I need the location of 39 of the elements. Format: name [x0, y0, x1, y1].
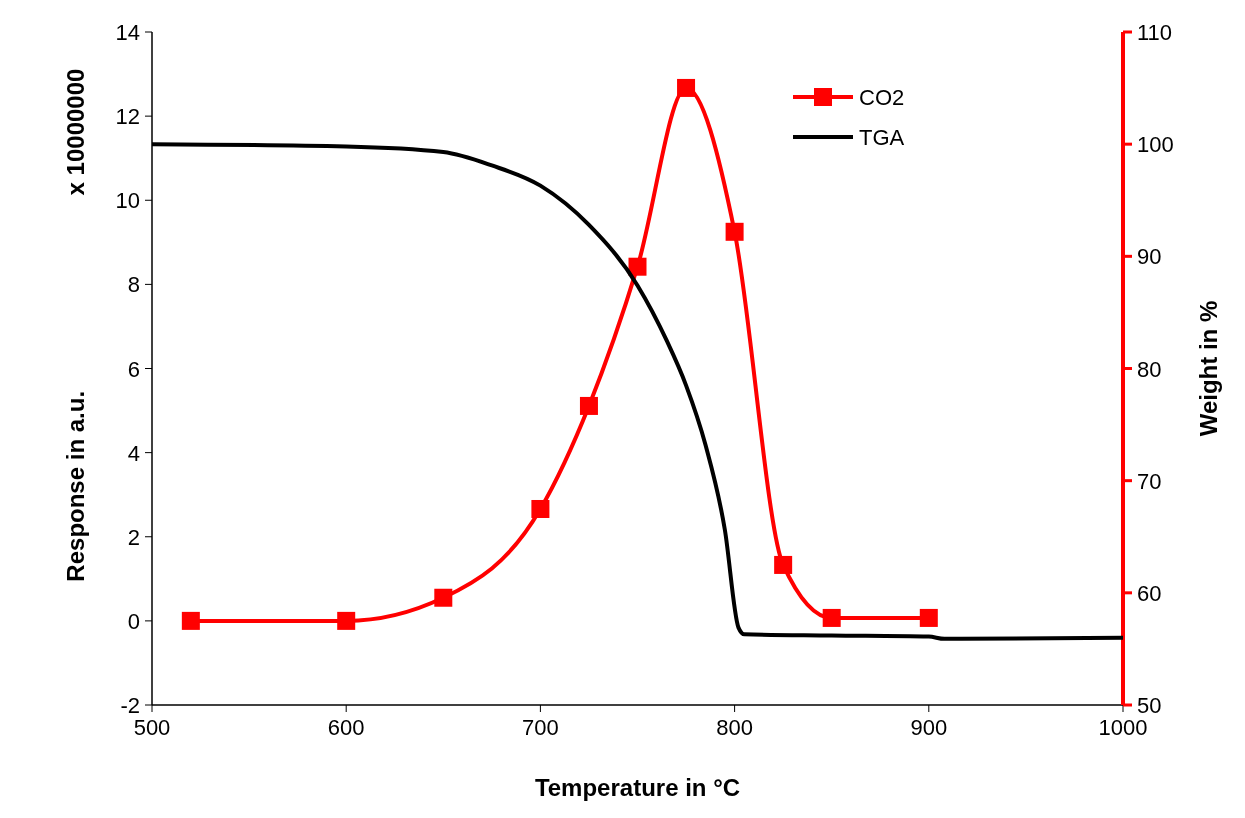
y2-tick-label: 100: [1137, 132, 1174, 158]
y-tick-label: 6: [127, 356, 140, 382]
point: [337, 611, 356, 630]
x-tick-label: 1000: [1098, 715, 1148, 740]
x-tick-label: 800: [716, 715, 753, 740]
y-tick-label: -2: [120, 693, 140, 718]
point: [725, 222, 744, 241]
y-tick-label: 14: [115, 20, 140, 45]
legend-label: TGA: [859, 125, 905, 150]
text: x 10000000: [62, 68, 89, 196]
x-tick-label: 900: [910, 715, 948, 740]
x-tick-label: 600: [327, 715, 365, 740]
point: [919, 608, 938, 627]
y-tick-label: 0: [127, 608, 140, 634]
point: [677, 78, 696, 97]
y-tick-label: 2: [127, 524, 140, 550]
point: [822, 608, 841, 627]
y2-tick-label: 50: [1137, 693, 1162, 718]
y-tick-label: 4: [127, 440, 140, 466]
y2-axis-title: Weight in %: [1195, 300, 1222, 437]
point: [434, 588, 453, 607]
y-tick-label: 12: [115, 104, 140, 130]
point: [628, 257, 647, 276]
y2-tick-label: 60: [1137, 580, 1162, 606]
y-axis-title: Response in a.u.: [62, 390, 89, 582]
point: [181, 611, 200, 630]
point: [579, 396, 598, 415]
y2-tick-label: 80: [1137, 356, 1162, 382]
y2-tick-label: 70: [1137, 468, 1162, 494]
legend-label: CO2: [859, 85, 905, 110]
point: [774, 555, 793, 574]
x-axis-title: Temperature in °C: [534, 774, 741, 801]
y2-tick-label: 110: [1137, 20, 1173, 45]
y-tick-label: 10: [115, 188, 140, 214]
y2-tick-label: 90: [1137, 244, 1162, 270]
y-tick-label: 8: [127, 272, 140, 298]
x-tick-label: 700: [522, 715, 559, 740]
x-tick-label: 500: [133, 715, 171, 740]
point: [531, 499, 550, 518]
